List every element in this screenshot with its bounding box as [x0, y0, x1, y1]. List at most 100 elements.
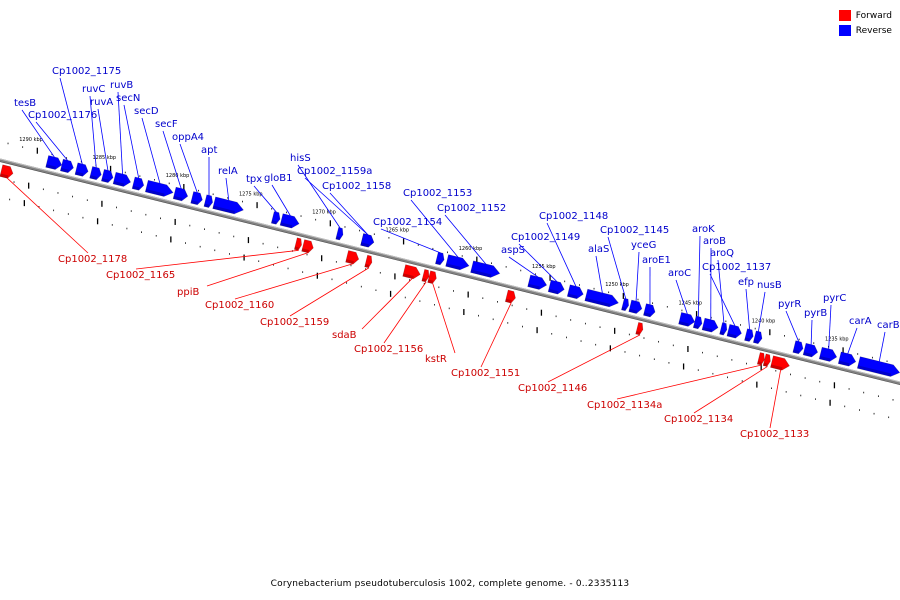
forward-gene-body	[635, 321, 644, 336]
gene-shade	[726, 333, 737, 339]
gene-shade	[132, 185, 140, 191]
reverse-gene-leader	[35, 121, 68, 161]
reverse-gene-body	[802, 342, 819, 358]
reverse-gene-body	[678, 312, 696, 327]
reverse-gene-label: Cp1002_1152	[437, 203, 506, 214]
gene-shade	[744, 337, 750, 342]
reverse-gene-body	[692, 315, 703, 330]
reverse-gene-label: Cp1002_1158	[322, 181, 391, 192]
forward-gene-leader	[234, 263, 354, 300]
reverse-gene-leader	[123, 104, 140, 179]
reverse-gene-arrow	[719, 322, 728, 336]
reverse-gene-label: aroE1	[642, 255, 671, 266]
reverse-gene-leader	[297, 164, 341, 229]
reverse-gene-arrow	[744, 328, 754, 342]
scale-label: 1245 kbp	[679, 300, 703, 306]
reverse-gene-leader	[271, 184, 291, 216]
gene-shade	[294, 246, 299, 251]
reverse-gene-arrow	[678, 312, 696, 327]
reverse-gene-body	[470, 260, 501, 278]
reverse-gene-label: tesB	[14, 98, 36, 109]
reverse-gene-arrow	[752, 330, 763, 345]
forward-gene-arrow	[402, 264, 421, 280]
reverse-gene-label: oppA4	[172, 132, 204, 143]
reverse-gene-arrow	[190, 191, 203, 206]
scale-label: 1290 kbp	[19, 137, 43, 143]
reverse-gene-body	[726, 323, 742, 339]
reverse-gene-leader	[847, 327, 858, 354]
reverse-gene-arrow	[643, 303, 656, 318]
reverse-gene-leader	[518, 243, 558, 282]
forward-gene-label: Cp1002_1134	[664, 414, 733, 425]
reverse-gene-leader	[141, 117, 161, 184]
forward-gene-leader	[135, 249, 299, 270]
reverse-gene-body	[172, 186, 189, 202]
reverse-gene-arrow	[818, 346, 838, 362]
gene-shade	[819, 355, 831, 362]
reverse-gene-leader	[828, 304, 832, 350]
reverse-gene-label: secF	[155, 119, 178, 130]
reverse-gene-body	[89, 166, 102, 181]
gene-shade	[628, 308, 638, 314]
tick-marks	[7, 142, 894, 419]
reverse-gene-arrow	[701, 317, 719, 333]
reverse-gene-body	[752, 330, 763, 345]
gene-shade	[101, 178, 109, 183]
forward-swatch	[838, 10, 851, 21]
reverse-gene-label: ruvC	[82, 84, 105, 95]
reverse-gene-leader	[410, 199, 459, 258]
reverse-gene-arrow	[692, 315, 703, 330]
forward-gene-label: Cp1002_1159	[260, 317, 329, 328]
reverse-gene-body	[74, 162, 89, 177]
reverse-gene-body	[100, 168, 114, 183]
forward-gene-leader	[6, 177, 89, 254]
gene-shade	[803, 351, 813, 357]
reverse-gene-leader	[508, 256, 539, 278]
reverse-gene-label: hisS	[290, 153, 311, 164]
reverse-gene-label: aroK	[692, 224, 715, 235]
reverse-gene-arrow	[89, 166, 102, 181]
reverse-gene-body	[792, 340, 804, 355]
gene-shade	[427, 279, 434, 284]
reverse-gene-arrow	[144, 179, 174, 197]
reverse-gene-label: Cp1002_1159a	[297, 166, 372, 177]
reverse-gene-label: aroC	[668, 268, 691, 279]
gene-shade	[113, 180, 125, 187]
scale-label: 1285 kbp	[93, 155, 117, 161]
reverse-gene-leader	[546, 222, 577, 287]
reverse-gene-leader	[444, 214, 487, 265]
forward-gene-arrow	[756, 352, 765, 366]
gene-shade	[173, 195, 183, 201]
scale-label: 1240 kbp	[752, 318, 776, 324]
forward-gene-leader	[432, 283, 456, 354]
reverse-gene-arrow	[112, 171, 132, 187]
legend-label-forward: Forward	[855, 10, 892, 21]
reverse-gene-label: yceG	[631, 240, 656, 251]
gene-shade	[301, 248, 310, 253]
reverse-gene-leader	[179, 143, 198, 193]
forward-gene-arrow	[301, 239, 314, 254]
reverse-gene-arrow	[856, 356, 900, 377]
reverse-gene-body	[112, 171, 132, 187]
reverse-gene-arrow	[527, 274, 548, 290]
reverse-gene-arrow	[335, 227, 344, 241]
gene-shade	[470, 269, 492, 278]
reverse-gene-leader	[785, 310, 800, 342]
reverse-gene-label: Cp1002_1145	[600, 225, 669, 236]
reverse-gene-body	[212, 196, 244, 215]
reverse-gene-label: pyrR	[778, 299, 801, 310]
reverse-gene-leader	[59, 77, 83, 165]
forward-gene-label: Cp1002_1134a	[587, 400, 662, 411]
reverse-gene-leader	[380, 228, 441, 254]
forward-gene-body	[421, 268, 430, 283]
reverse-gene-label: Cp1002_1148	[539, 211, 608, 222]
reverse-gene-label: secN	[116, 93, 140, 104]
reverse-gene-leader	[635, 251, 640, 302]
forward-gene-leader	[693, 366, 768, 414]
reverse-gene-arrow	[547, 279, 565, 295]
forward-gene-body	[301, 239, 314, 254]
gene-shade	[693, 324, 699, 329]
reverse-gene-leader	[329, 192, 369, 236]
reverse-gene-label: aroB	[703, 236, 726, 247]
reverse-gene-label: aroQ	[710, 248, 734, 259]
